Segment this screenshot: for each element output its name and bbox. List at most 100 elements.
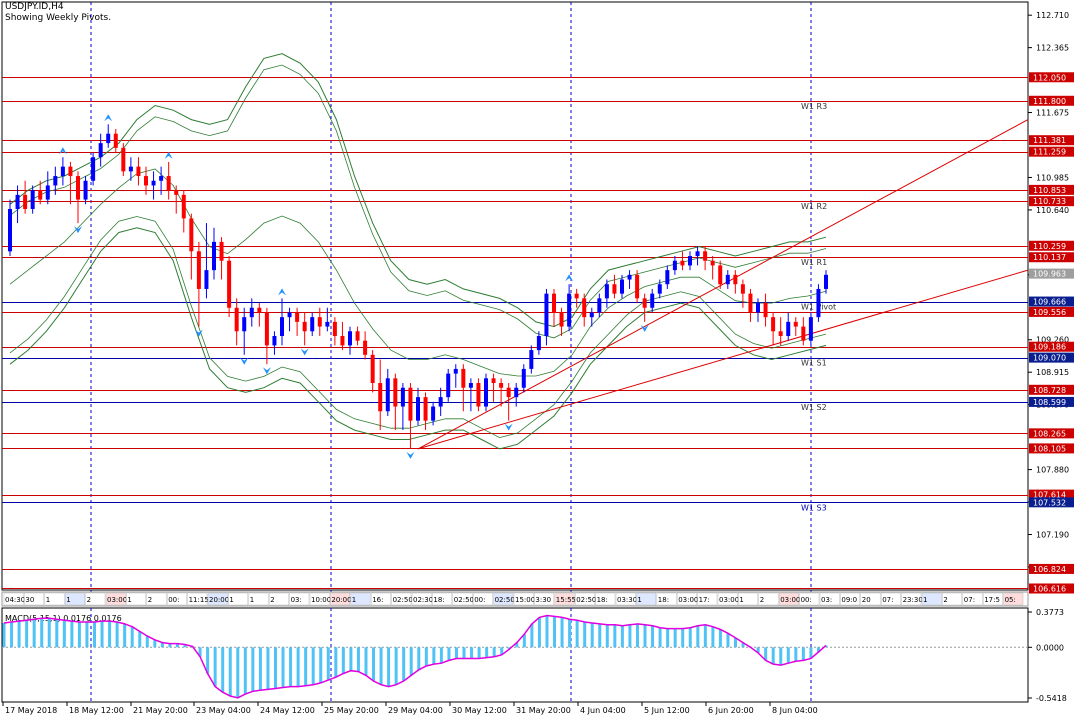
candle-body [98,143,103,158]
session-cell-text: 18: [597,596,608,604]
price-level-tag-text: 110.733 [1033,197,1066,206]
session-cell [513,592,534,606]
candle-body [597,298,602,313]
session-cell-text: 03:00 [719,596,739,604]
macd-label: MACD(5,15,1) 0.0176 0.0176 [5,614,122,623]
session-cell [64,592,85,606]
session-cell [268,592,289,606]
candle-body [627,274,632,280]
session-cell-text: 05: [1005,596,1016,604]
fractal-down-arrow [262,367,271,375]
session-cell-text: 00: [474,596,485,604]
session-cell-text: 1 [127,596,131,604]
price-tick-label: 107.880 [1036,466,1069,475]
candle-body [128,166,133,172]
session-cell-text: 2 [270,596,274,604]
candle-body [264,312,269,346]
time-tick-label: 25 May 20:00 [324,706,379,715]
candle-body [166,176,171,191]
bollinger-upper-line [9,53,827,328]
candle-body [181,194,186,219]
price-level-tag [1029,443,1074,454]
macd-tick-label: -0.5418 [1036,694,1067,703]
candle-body [484,378,488,407]
price-tick-label: 109.260 [1036,336,1069,345]
session-cell [942,592,963,606]
candles-group [8,124,828,449]
candle-body [295,312,300,322]
session-cell [166,592,187,606]
fractal-down-arrow [240,357,249,365]
candle-body [771,317,776,332]
candle-body [793,321,798,327]
session-cell [24,592,45,606]
session-cell-text: 03: [291,596,302,604]
candle-body [544,293,549,336]
candle-body [400,387,405,407]
candle-body [468,383,473,388]
price-level-tag [1029,306,1074,317]
price-level-tag-text: 109.070 [1033,354,1066,363]
session-cell-text: 04:30 [5,596,25,604]
candle-body [506,387,511,398]
price-level-tag [1029,497,1074,508]
price-level-tag [1029,341,1074,352]
candle-body [748,293,753,313]
session-cell-text: 15:55 [556,596,576,604]
candle-body [688,256,692,266]
pivot-label-r2: W1 R2 [801,202,827,211]
session-cell [1003,592,1024,606]
candle-body [710,260,715,266]
session-cell [880,592,901,606]
time-tick-label: 8 Jun 04:00 [772,706,818,715]
candle-body [348,331,352,346]
session-cell-text: 18: [658,596,669,604]
price-level-tag-text: 109.556 [1033,308,1066,317]
session-cell [778,592,799,606]
candle-body [801,326,806,341]
price-level-tag [1029,240,1074,251]
fractal-down-arrow [640,324,649,332]
session-cell [493,592,514,606]
candle-body [378,383,383,412]
pivot-label-s1: W1 S1 [801,359,827,368]
session-cell-text: 2 [760,596,764,604]
price-level-tag [1029,428,1074,439]
session-cell-text: 2 [87,596,91,604]
price-level-tag [1029,268,1074,279]
price-tick-label: 108.915 [1036,368,1069,377]
session-strip: 04:30 30 1 1 2 03:00 1 2 00: 11:15 20:00 1 1 2 03: 10:0… [1,591,1029,607]
price-level-tag [1029,352,1074,363]
session-cell [554,592,575,606]
session-cell-text: 1 [352,596,356,604]
fractal-up-arrow [58,147,67,155]
price-level-tag-text: 111.259 [1033,148,1066,157]
session-cell [758,592,779,606]
candle-body [38,190,43,200]
price-level-tag [1029,489,1074,500]
session-cell-text: 02:50 [576,596,596,604]
session-cell [819,592,840,606]
candle-body [665,270,670,285]
price-level-tag-text: 109.963 [1033,270,1066,279]
session-cell [452,592,473,606]
macd-tick-label: 0.0000 [1036,643,1064,652]
fractal-down-arrow [300,348,309,356]
candle-body [53,176,58,186]
candle-body [227,260,232,308]
candle-body [121,147,126,172]
time-tick-label: 6 Jun 20:00 [708,706,754,715]
candle-body [521,368,526,388]
session-cell [534,592,555,606]
session-cell-text: 15:00 [515,596,535,604]
price-level-tag-text: 108.728 [1033,386,1066,395]
candle-body [408,387,413,421]
session-cell-text: 02:50 [495,596,515,604]
candle-body [431,406,436,421]
macd-histogram [2,615,828,698]
fractal-down-arrow [406,451,415,459]
time-tick-label: 18 May 12:00 [69,706,124,715]
fractal-up-arrow [278,288,286,296]
